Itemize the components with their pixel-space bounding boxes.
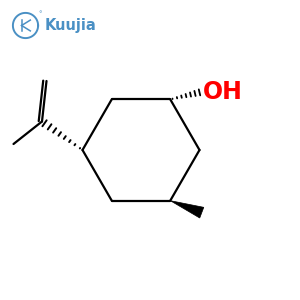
Text: °: ° bbox=[38, 11, 42, 17]
Polygon shape bbox=[170, 201, 204, 218]
Text: Kuujia: Kuujia bbox=[45, 18, 97, 33]
Text: OH: OH bbox=[203, 80, 243, 104]
